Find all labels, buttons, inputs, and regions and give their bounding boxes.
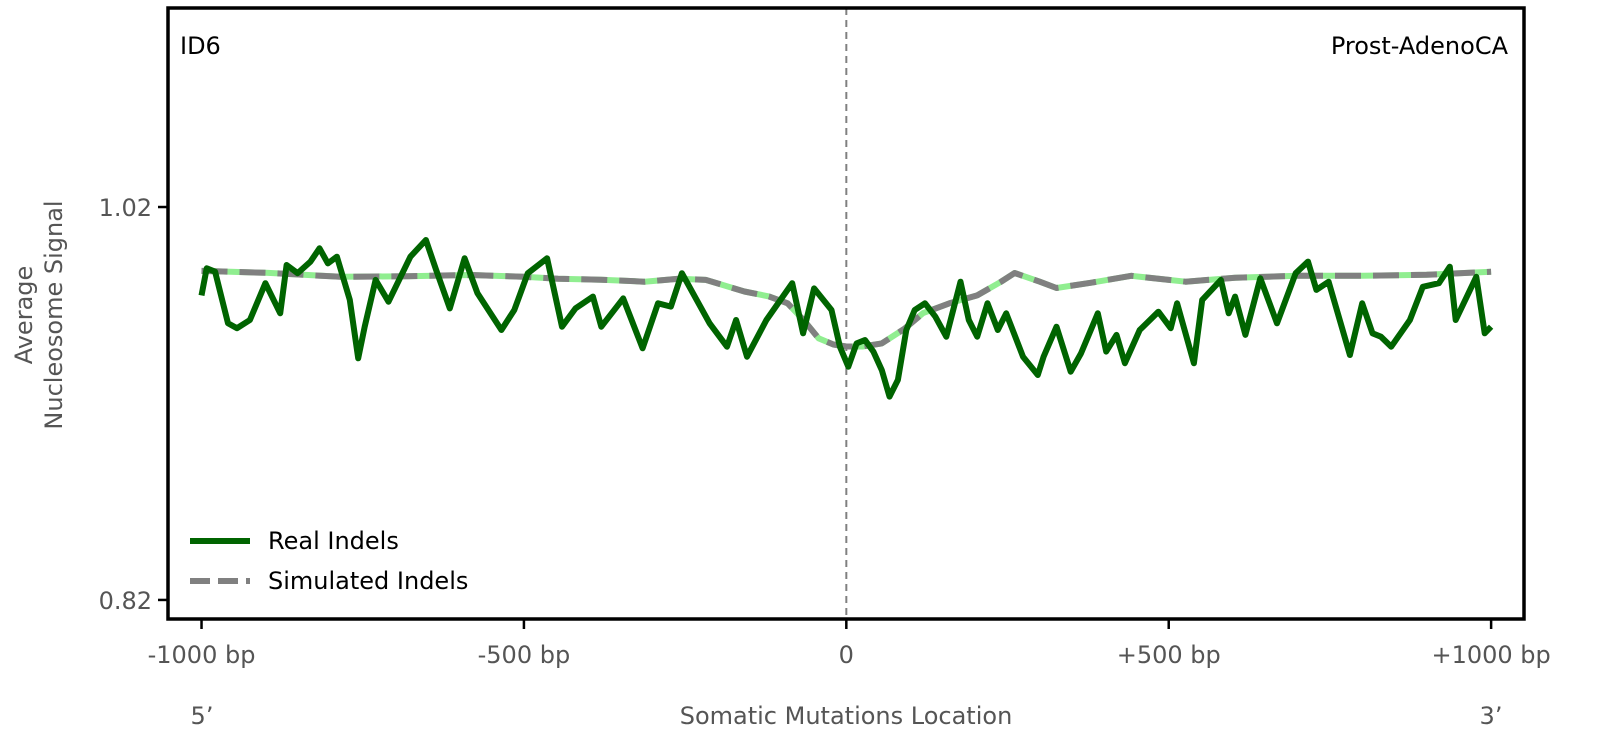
- three-prime-label: 3’: [1480, 702, 1503, 730]
- x-tick-label: 0: [839, 641, 854, 669]
- y-axis-label-line-1: Average: [10, 266, 38, 365]
- x-tick-label: -500 bp: [478, 641, 571, 669]
- y-tick-label: 0.82: [99, 587, 152, 615]
- plot-area: [198, 8, 1494, 619]
- x-axis-label: Somatic Mutations Location: [680, 702, 1013, 730]
- real-indels-line: [198, 237, 1494, 400]
- legend-real-label: Real Indels: [268, 527, 399, 555]
- y-axis-label: Average Nucleosome Signal: [10, 200, 68, 429]
- cancer-type-label: Prost-AdenoCA: [1331, 32, 1509, 60]
- legend-simulated-label: Simulated Indels: [268, 567, 468, 595]
- five-prime-label: 5’: [191, 702, 214, 730]
- x-tick-label: +500 bp: [1117, 641, 1221, 669]
- y-axis-label-line-2: Nucleosome Signal: [40, 200, 68, 429]
- series-layer: [198, 237, 1494, 400]
- x-axis: -1000 bp -500 bp 0 +500 bp +1000 bp: [148, 619, 1551, 669]
- legend: Real Indels Simulated Indels: [190, 527, 468, 595]
- y-axis: 1.02 0.82: [99, 194, 168, 615]
- x-tick-label: +1000 bp: [1431, 641, 1550, 669]
- x-tick-label: -1000 bp: [148, 641, 256, 669]
- panel-label: ID6: [180, 32, 221, 60]
- y-tick-label: 1.02: [99, 194, 152, 222]
